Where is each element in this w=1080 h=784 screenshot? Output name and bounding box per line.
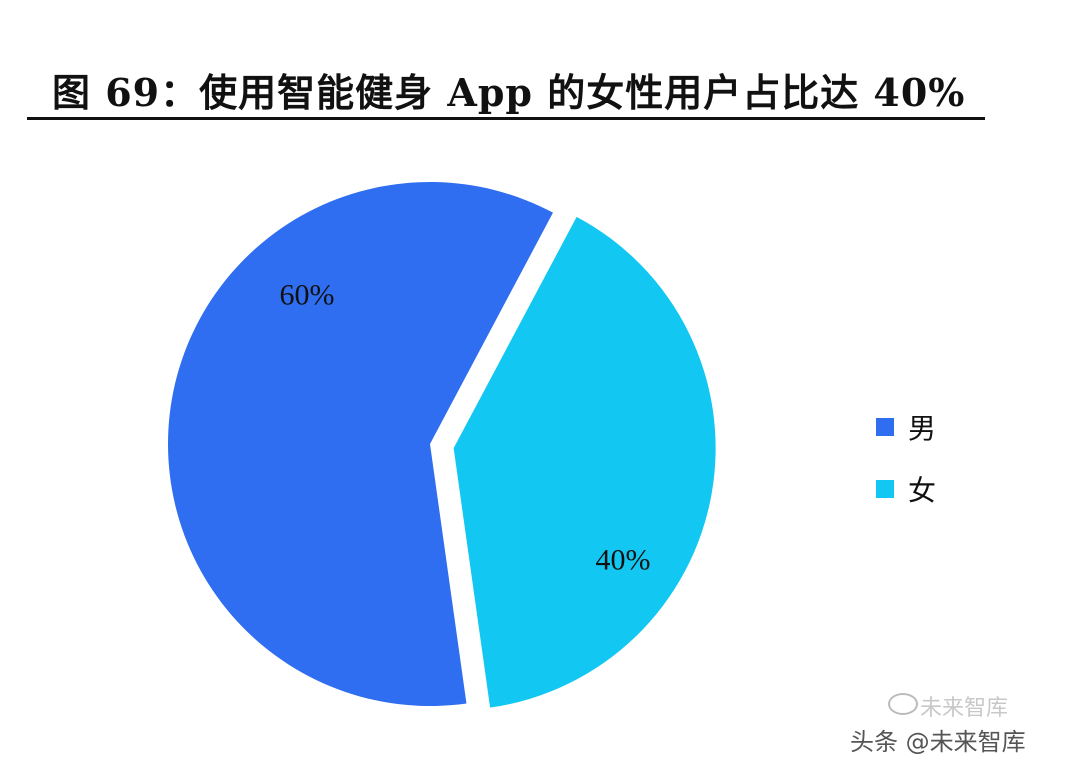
wechat-icon [888,693,918,715]
legend-label-female: 女 [908,474,937,507]
legend-swatch-male [876,418,894,436]
legend-item-female: 女 [876,472,937,507]
chart-title: 图 69：使用智能健身 App 的女性用户占比达 40% [52,70,966,115]
legend: 男 女 [876,410,936,534]
pie-slice-male [167,181,554,706]
slice-label-female: 40% [596,543,651,576]
legend-swatch-female [876,480,894,498]
title-underline [27,117,985,120]
slice-label-male: 60% [280,278,335,311]
watermark-text: 头条 @未来智库 [850,728,1026,756]
legend-label-male: 男 [908,412,937,445]
watermark-top-text: 未来智库 [920,696,1009,721]
pie-slice-female [453,216,716,708]
legend-item-male: 男 [876,410,937,445]
